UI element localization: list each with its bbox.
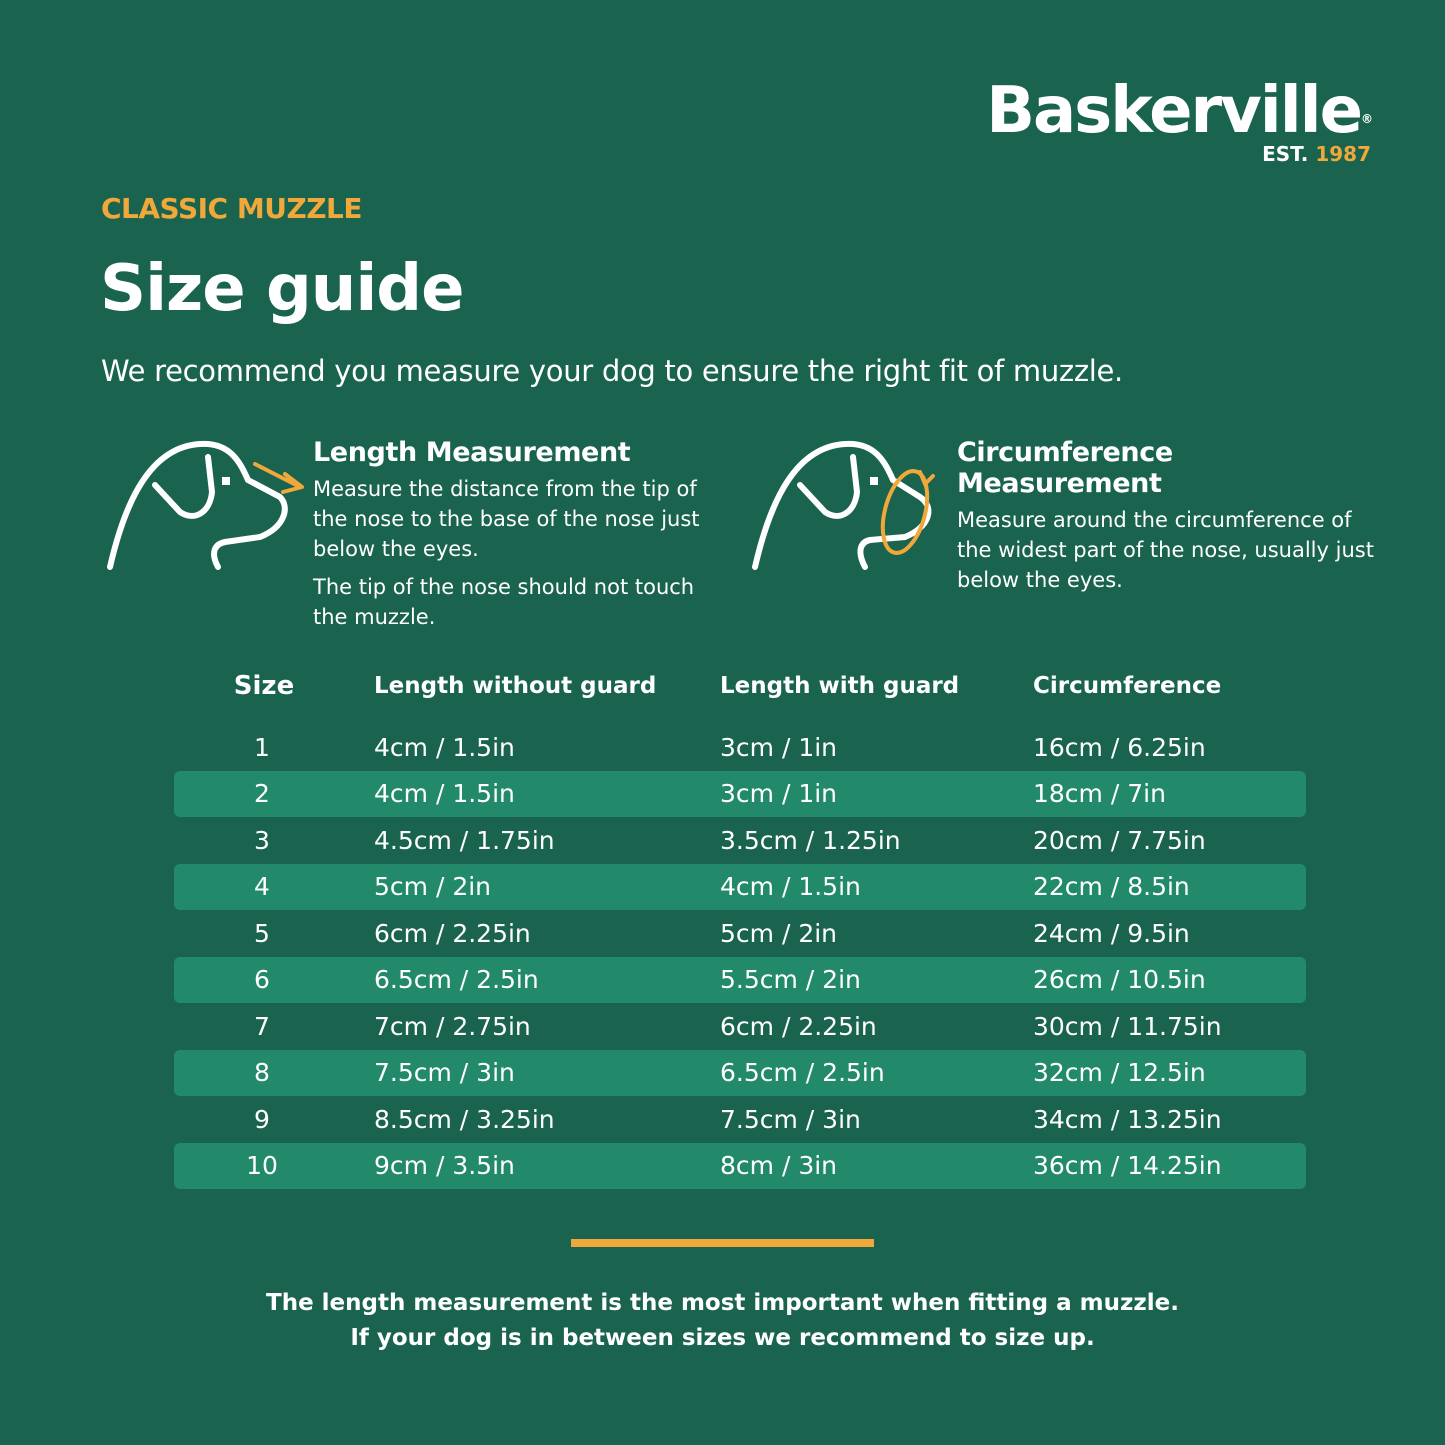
cell-length-without-guard: 7cm / 2.75in [374,1011,531,1041]
cell-length-without-guard: 6cm / 2.25in [374,918,531,948]
cell-length-without-guard: 8.5cm / 3.25in [374,1104,555,1134]
cell-length-with-guard: 6cm / 2.25in [720,1011,877,1041]
table-row: 7 7cm / 2.75in 6cm / 2.25in 30cm / 11.75in [174,1003,1306,1050]
dog-length-icon [107,440,304,570]
length-text: Measure the distance from the tip of the… [313,477,700,561]
table-row: 5 6cm / 2.25in 5cm / 2in 24cm / 9.5in [174,910,1306,957]
cell-size: 8 [254,1058,270,1088]
table-row: 2 4cm / 1.5in 3cm / 1in 18cm / 7in [174,770,1306,817]
est-label: EST. [1262,142,1309,166]
footer-line-2: If your dog is in between sizes we recom… [350,1325,1095,1351]
header-length-without-guard: Length without guard [374,673,657,699]
header-length-with-guard: Length with guard [720,673,960,699]
cell-size: 9 [254,1104,270,1134]
intro-text: We recommend you measure your dog to ens… [101,354,1123,388]
length-title: Length Measurement [313,437,631,468]
cell-size: 6 [254,965,270,995]
cell-circumference: 36cm / 14.25in [1033,1151,1222,1181]
cell-circumference: 18cm / 7in [1033,779,1166,809]
cell-length-without-guard: 4.5cm / 1.75in [374,825,555,855]
header-circumference: Circumference [1033,673,1222,699]
cell-length-without-guard: 9cm / 3.5in [374,1151,515,1181]
size-table: Size Length without guard Length with gu… [174,666,1306,1189]
header-size: Size [233,671,295,701]
cell-size: 2 [254,779,270,809]
cell-size: 3 [254,825,270,855]
cell-length-with-guard: 5cm / 2in [720,918,838,948]
table-row: 3 4.5cm / 1.75in 3.5cm / 1.25in 20cm / 7.75… [174,817,1306,864]
cell-length-with-guard: 3cm / 1in [720,779,838,809]
cell-circumference: 26cm / 10.5in [1033,965,1206,995]
table-row: 10 9cm / 3.5in 8cm / 3in 36cm / 14.25in [174,1142,1306,1189]
circumference-measurement: Circumference Measurement Measure around… [957,437,1377,595]
table-row: 8 7.5cm / 3in 6.5cm / 2.5in 32cm / 12.5in [174,1049,1306,1096]
cell-length-with-guard: 8cm / 3in [720,1151,838,1181]
cell-length-with-guard: 3cm / 1in [720,732,838,762]
cell-circumference: 20cm / 7.75in [1033,825,1206,855]
footer-line-1: The length measurement is the most impor… [266,1290,1179,1316]
cell-length-with-guard: 7.5cm / 3in [720,1104,861,1134]
cell-size: 4 [254,872,270,902]
cell-size: 7 [254,1011,270,1041]
cell-circumference: 30cm / 11.75in [1033,1011,1222,1041]
cell-circumference: 34cm / 13.25in [1033,1104,1222,1134]
table-header: Size Length without guard Length with gu… [174,666,1306,706]
table-row: 6 6.5cm / 2.5in 5.5cm / 2in 26cm / 10.5in [174,956,1306,1003]
est-year: 1987 [1315,142,1371,166]
cell-length-without-guard: 6.5cm / 2.5in [374,965,539,995]
cell-circumference: 16cm / 6.25in [1033,732,1206,762]
cell-circumference: 32cm / 12.5in [1033,1058,1206,1088]
product-name: CLASSIC MUZZLE [101,192,363,225]
page-title: Size guide [100,252,464,326]
dog-circumference-icon [752,440,935,570]
cell-size: 5 [254,918,270,948]
cell-size: 1 [254,732,270,762]
cell-length-with-guard: 3.5cm / 1.25in [720,825,901,855]
length-measurement: Length Measurement Measure the distance … [313,437,733,632]
cell-circumference: 24cm / 9.5in [1033,918,1190,948]
brand-logo: Baskerville® EST. 1987 [986,74,1373,166]
divider [571,1239,874,1247]
circumference-text: Measure around the circumference of the … [957,508,1374,592]
cell-length-with-guard: 6.5cm / 2.5in [720,1058,885,1088]
cell-length-without-guard: 5cm / 2in [374,872,492,902]
cell-size: 10 [246,1151,278,1181]
cell-length-with-guard: 4cm / 1.5in [720,872,861,902]
table-row: 4 5cm / 2in 4cm / 1.5in 22cm / 8.5in [174,863,1306,910]
footer-note: The length measurement is the most impor… [0,1286,1445,1356]
circumference-title: Circumference Measurement [957,437,1173,499]
table-row: 1 4cm / 1.5in 3cm / 1in 16cm / 6.25in [174,724,1306,771]
table-row: 9 8.5cm / 3.25in 7.5cm / 3in 34cm / 13.25in [174,1096,1306,1143]
cell-circumference: 22cm / 8.5in [1033,872,1190,902]
cell-length-without-guard: 4cm / 1.5in [374,732,515,762]
cell-length-without-guard: 4cm / 1.5in [374,779,515,809]
length-note: The tip of the nose should not touch the… [313,575,695,629]
cell-length-without-guard: 7.5cm / 3in [374,1058,515,1088]
registered-mark: ® [1361,112,1373,126]
cell-length-with-guard: 5.5cm / 2in [720,965,861,995]
brand-name: Baskerville [986,74,1363,148]
